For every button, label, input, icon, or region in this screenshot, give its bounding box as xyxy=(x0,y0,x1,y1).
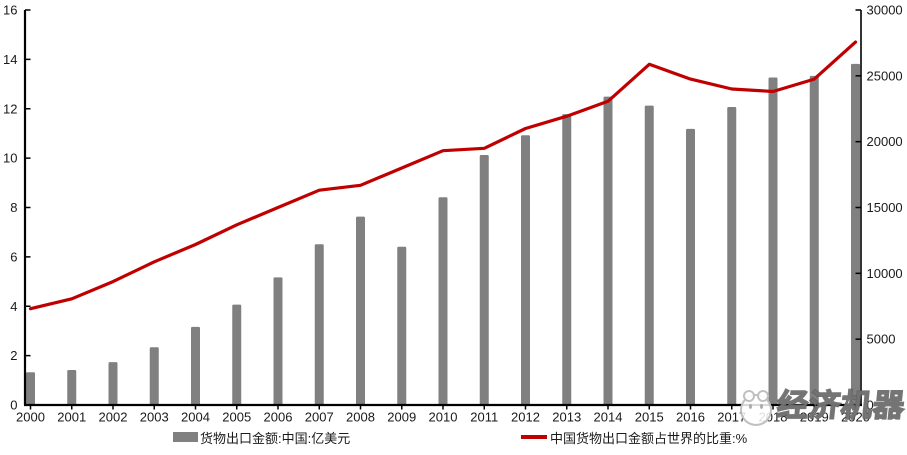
x-axis-label: 2015 xyxy=(635,410,664,425)
bar-series-label: 货物出口金额:中国:亿美元 xyxy=(200,430,351,446)
bar-2002 xyxy=(108,362,118,405)
left-axis-label: 0 xyxy=(10,398,17,413)
bar-2013 xyxy=(562,114,572,406)
left-axis-label: 2 xyxy=(10,348,17,363)
left-axis-label: 16 xyxy=(3,3,17,18)
x-axis-label: 2006 xyxy=(264,410,293,425)
legend-item-bar: 货物出口金额:中国:亿美元 xyxy=(173,429,351,446)
x-axis-label: 2012 xyxy=(511,410,540,425)
left-axis-label: 12 xyxy=(3,101,17,116)
left-axis-label: 14 xyxy=(3,52,17,67)
bar-2015 xyxy=(644,105,654,406)
bar-2010 xyxy=(438,197,448,405)
bar-2003 xyxy=(149,347,159,405)
x-axis-label: 2016 xyxy=(676,410,705,425)
x-axis-label: 2017 xyxy=(717,410,746,425)
left-axis-label: 8 xyxy=(10,200,17,215)
right-axis-label: 30000 xyxy=(867,3,903,18)
line-series-label: 中国货物出口金额占世界的比重:% xyxy=(550,430,748,446)
bar-2019 xyxy=(809,75,819,405)
right-axis-label: 5000 xyxy=(867,332,896,347)
bar-2018 xyxy=(768,77,778,405)
bar-2020 xyxy=(851,63,860,406)
bar-2009 xyxy=(397,246,407,405)
left-axis-label: 4 xyxy=(10,299,17,314)
bar-2012 xyxy=(521,135,530,405)
x-axis-label: 2009 xyxy=(387,410,416,425)
bar-2014 xyxy=(603,96,613,405)
x-axis-label: 2019 xyxy=(800,410,829,425)
x-axis-label: 2020 xyxy=(841,410,870,425)
x-axis-label: 2003 xyxy=(140,410,169,425)
legend-item-line: 中国货物出口金额占世界的比重:% xyxy=(521,429,748,446)
x-axis-label: 2008 xyxy=(346,410,375,425)
right-axis-label: 10000 xyxy=(867,266,903,281)
left-axis-label: 6 xyxy=(10,249,17,264)
bar-2001 xyxy=(67,369,77,405)
bar-series-swatch xyxy=(173,432,198,442)
x-axis-label: 2010 xyxy=(429,410,458,425)
bar-2000 xyxy=(26,372,35,405)
x-axis-label: 2004 xyxy=(181,410,210,425)
bar-2008 xyxy=(356,216,365,405)
bar-2004 xyxy=(191,326,200,405)
bar-2007 xyxy=(314,244,324,405)
bar-2005 xyxy=(232,304,242,405)
bar-2017 xyxy=(727,106,737,405)
right-axis-label: 25000 xyxy=(867,68,903,83)
x-axis-label: 2018 xyxy=(759,410,788,425)
bar-2016 xyxy=(686,128,695,406)
right-axis-label: 15000 xyxy=(867,200,903,215)
x-axis-label: 2013 xyxy=(552,410,581,425)
line-series-swatch xyxy=(521,435,547,439)
x-axis-label: 2014 xyxy=(594,410,623,425)
x-axis-label: 2005 xyxy=(222,410,251,425)
x-axis-label: 2007 xyxy=(305,410,334,425)
x-axis-label: 2002 xyxy=(99,410,128,425)
x-axis-label: 2000 xyxy=(16,410,45,425)
right-axis-label: 20000 xyxy=(867,134,903,149)
x-axis-label: 2011 xyxy=(470,410,498,425)
share-line xyxy=(28,40,858,311)
x-axis-label: 2001 xyxy=(57,410,86,425)
bar-2006 xyxy=(273,277,283,405)
left-axis-label: 10 xyxy=(3,151,17,166)
bar-2011 xyxy=(479,155,489,405)
right-axis-label: 0 xyxy=(867,398,874,413)
